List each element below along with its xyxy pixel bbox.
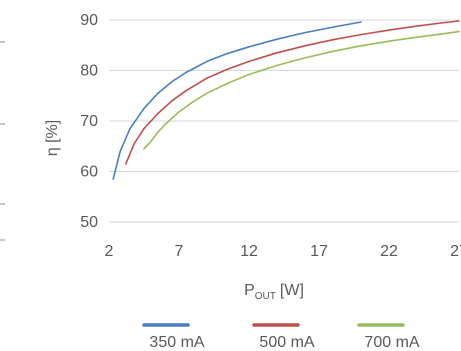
grid-lines xyxy=(109,19,459,223)
x-tick-label-7: 7 xyxy=(175,243,184,260)
x-tick-label-2: 2 xyxy=(105,243,114,260)
series-line-700-ma xyxy=(143,30,460,150)
legend-label-350-ma: 350 mA xyxy=(149,334,204,351)
y-tick-label-60: 60 xyxy=(80,164,98,181)
x-axis-label: POUT [W] xyxy=(244,282,304,302)
x-tick-label-22: 22 xyxy=(380,243,398,260)
x-axis-label-unit: [W] xyxy=(280,282,304,299)
y-tick-label-70: 70 xyxy=(80,113,98,130)
y-axis-label: η [%] xyxy=(44,120,61,156)
x-tick-label-12: 12 xyxy=(240,243,258,260)
legend-label-500-ma: 500 mA xyxy=(259,334,314,351)
y-axis-ticks: 50 60 70 80 90 xyxy=(80,12,98,231)
x-tick-label-27: 27 xyxy=(450,243,461,260)
legend-label-700-ma: 700 mA xyxy=(364,334,419,351)
series-line-500-ma xyxy=(125,20,460,165)
x-tick-label-17: 17 xyxy=(310,243,328,260)
y-tick-label-80: 80 xyxy=(80,63,98,80)
legend: 350 mA 500 mA 700 mA xyxy=(142,323,420,351)
x-axis-label-subscript: OUT xyxy=(255,291,276,302)
x-axis-ticks: 2712172227 xyxy=(105,243,461,260)
left-edge-ticks xyxy=(0,41,5,241)
y-tick-label-90: 90 xyxy=(80,12,98,29)
series-line-350-ma xyxy=(112,21,362,180)
y-tick-label-50: 50 xyxy=(80,214,98,231)
series-lines xyxy=(112,20,460,180)
x-axis-label-main: P xyxy=(244,282,255,299)
